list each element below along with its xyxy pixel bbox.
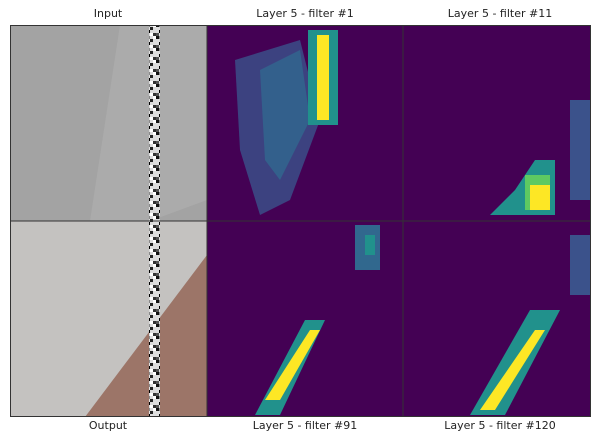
panel-title: Layer 5 - filter #91 — [253, 419, 357, 432]
panel-title: Layer 5 - filter #11 — [448, 7, 552, 20]
filter-1-map — [207, 25, 403, 221]
output-image — [10, 221, 207, 417]
panel-title: Input — [94, 7, 123, 20]
panel-title: Layer 5 - filter #120 — [444, 419, 555, 432]
filter-91-map — [207, 221, 403, 417]
panel-title: Output — [89, 419, 128, 432]
filter-120-map — [403, 221, 591, 417]
figure: Input Layer 5 - filter #1 Layer 5 - filt… — [0, 0, 591, 433]
filter-11-map — [403, 25, 591, 221]
input-image — [10, 25, 207, 221]
panel-title: Layer 5 - filter #1 — [256, 7, 353, 20]
